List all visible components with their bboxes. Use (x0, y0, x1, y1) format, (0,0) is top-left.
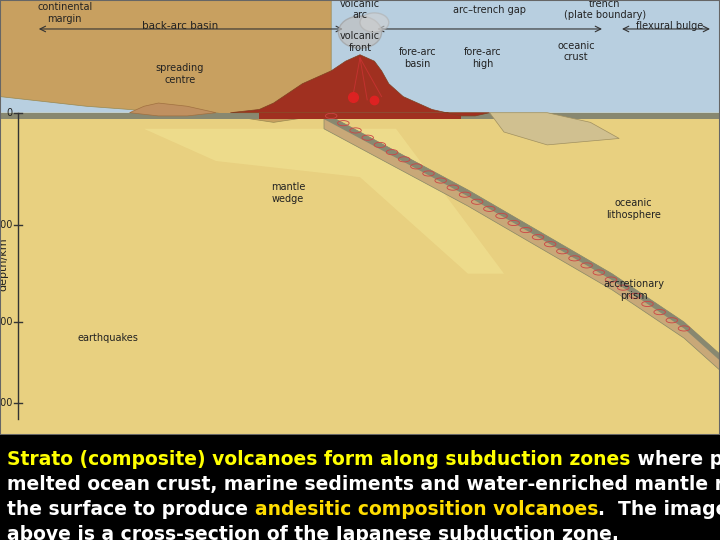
Text: volcanic
front: volcanic front (340, 31, 380, 53)
Text: arc–trench gap: arc–trench gap (453, 5, 526, 15)
Text: where partially: where partially (631, 450, 720, 469)
Polygon shape (324, 113, 720, 370)
Text: Strato (composite) volcanoes form along subduction zones: Strato (composite) volcanoes form along … (7, 450, 631, 469)
Text: oceanic
lithosphere: oceanic lithosphere (606, 199, 661, 220)
Text: back-arc basin: back-arc basin (142, 21, 218, 31)
Polygon shape (144, 129, 504, 274)
Text: fore-arc
basin: fore-arc basin (399, 47, 436, 69)
Text: earthquakes: earthquakes (78, 333, 138, 343)
Polygon shape (0, 113, 720, 119)
Polygon shape (490, 113, 619, 145)
Text: the surface to produce: the surface to produce (7, 500, 255, 519)
Text: oceanic
crust: oceanic crust (557, 40, 595, 62)
Text: flexural bulge: flexural bulge (636, 21, 703, 31)
Text: melted ocean crust, marine sediments and water-enriched mantle rock rise to: melted ocean crust, marine sediments and… (7, 475, 720, 494)
Text: andesitic composition volcanoes: andesitic composition volcanoes (255, 500, 598, 519)
Text: depth/km: depth/km (0, 237, 9, 291)
Text: fore-arc
high: fore-arc high (464, 47, 501, 69)
Text: 100: 100 (0, 220, 13, 231)
Text: 200: 200 (0, 317, 13, 327)
Text: 0: 0 (6, 107, 13, 118)
Text: continental
margin: continental margin (37, 2, 92, 24)
Text: accretionary
prism: accretionary prism (603, 279, 664, 301)
Polygon shape (130, 103, 216, 116)
Text: above is a cross-section of the Japanese subduction zone.: above is a cross-section of the Japanese… (7, 525, 619, 540)
Polygon shape (259, 113, 461, 119)
Bar (0, 113, 720, 435)
Text: mantle
wedge: mantle wedge (271, 183, 305, 204)
Text: .  The image shown: . The image shown (598, 500, 720, 519)
Text: volcanic
arc: volcanic arc (340, 0, 380, 21)
Ellipse shape (338, 16, 382, 48)
Polygon shape (0, 0, 331, 123)
Polygon shape (324, 113, 720, 361)
Bar (0, 0, 720, 113)
Text: trench
(plate boundary): trench (plate boundary) (564, 0, 646, 21)
Ellipse shape (360, 13, 389, 32)
Polygon shape (230, 55, 490, 116)
Text: 300: 300 (0, 397, 13, 408)
Text: spreading
centre: spreading centre (156, 63, 204, 85)
